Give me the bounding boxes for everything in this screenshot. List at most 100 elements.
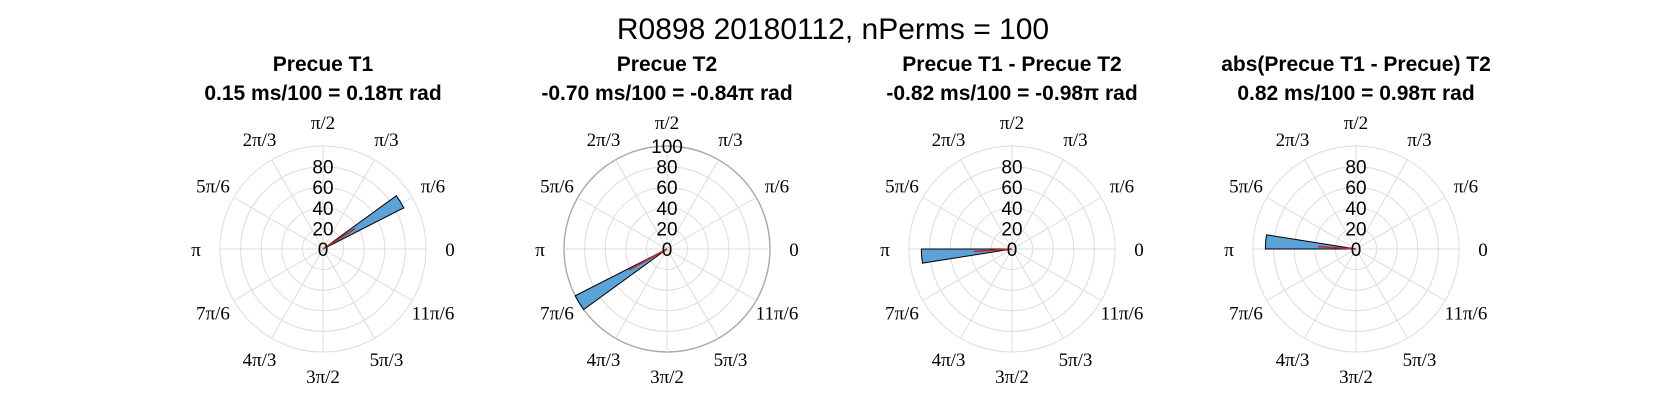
theta-tick-label: 0	[1134, 240, 1144, 261]
theta-tick-label: 5π/3	[370, 350, 404, 371]
plot-title: Precue T2	[617, 53, 717, 76]
polar-plot-4: abs(Precue T1 - Precue) T2 0.82 ms/100 = …	[1221, 53, 1491, 388]
r-tick-label: 20	[1345, 219, 1366, 240]
theta-tick-label: 2π/3	[243, 130, 277, 151]
r-tick-label: 0	[318, 240, 329, 261]
theta-tick-label: 2π/3	[587, 130, 621, 151]
theta-tick-label: 11π/6	[1101, 304, 1144, 325]
theta-tick-label: 11π/6	[756, 304, 799, 325]
theta-tick-label: π/3	[1063, 130, 1087, 151]
plot-subtitle: 0.82 ms/100 = 0.98π rad	[1237, 82, 1474, 105]
grid-spoke	[1355, 248, 1408, 339]
r-tick-label: 60	[312, 178, 333, 199]
r-tick-label: 80	[1001, 158, 1022, 179]
grid-spoke	[322, 159, 375, 250]
r-tick-label: 0	[662, 240, 673, 261]
mean-direction-line	[973, 248, 1013, 253]
theta-tick-label: π	[535, 240, 545, 261]
grid-spoke	[271, 248, 324, 339]
r-tick-label: 80	[312, 158, 333, 179]
theta-tick-label: π/3	[718, 130, 742, 151]
theta-tick-label: 5π/6	[1229, 177, 1263, 198]
grid-spoke	[1266, 248, 1357, 301]
theta-tick-label: 2π/3	[1276, 130, 1310, 151]
r-tick-label: 40	[312, 199, 333, 220]
plot-subtitle: -0.82 ms/100 = -0.98π rad	[886, 82, 1137, 105]
theta-tick-label: 5π/6	[885, 177, 919, 198]
grid-spoke	[666, 248, 757, 301]
polar-plot-3: Precue T1 - Precue T2 -0.82 ms/100 = -0.9…	[880, 53, 1144, 388]
r-tick-label: 0	[1007, 240, 1018, 261]
r-tick-label: 100	[651, 137, 683, 158]
theta-tick-label: 11π/6	[412, 304, 455, 325]
grid-spoke	[577, 197, 668, 250]
grid-spoke	[322, 248, 375, 339]
polar-plots: Precue T10.15 ms/100 = 0.18π rad02040608…	[191, 53, 1491, 388]
theta-tick-label: 5π/6	[196, 177, 230, 198]
theta-tick-label: π/3	[374, 130, 398, 151]
r-tick-label: 60	[1001, 178, 1022, 199]
histogram-bin	[1264, 234, 1357, 250]
theta-tick-label: π	[880, 240, 890, 261]
theta-tick-label: π/2	[311, 113, 335, 134]
theta-tick-label: 7π/6	[885, 304, 919, 325]
theta-tick-label: 4π/3	[1276, 350, 1310, 371]
r-tick-label: 40	[1001, 199, 1022, 220]
grid-spoke	[1011, 248, 1064, 339]
theta-tick-label: 3π/2	[650, 367, 684, 388]
grid-spoke	[615, 248, 668, 339]
mean-direction-line	[1317, 245, 1357, 250]
r-tick-label: 40	[1345, 199, 1366, 220]
theta-tick-label: 5π/6	[540, 177, 574, 198]
theta-tick-label: π/6	[421, 177, 445, 198]
figure-title: R0898 20180112, nPerms = 100	[617, 13, 1049, 46]
theta-tick-label: 7π/6	[1229, 304, 1263, 325]
polar-plot-2: Precue T2-0.70 ms/100 = -0.84π rad020406…	[535, 53, 799, 388]
grid-spoke	[1355, 248, 1446, 301]
theta-tick-label: π/2	[1000, 113, 1024, 134]
r-tick-label: 80	[656, 158, 677, 179]
theta-tick-label: 11π/6	[1445, 304, 1488, 325]
theta-tick-label: π/2	[655, 113, 679, 134]
grid-spoke	[1304, 248, 1357, 339]
theta-tick-label: 0	[789, 240, 799, 261]
theta-tick-label: π/6	[1110, 177, 1134, 198]
r-tick-label: 40	[656, 199, 677, 220]
theta-tick-label: 2π/3	[932, 130, 966, 151]
theta-tick-label: 7π/6	[540, 304, 574, 325]
theta-tick-label: 5π/3	[714, 350, 748, 371]
grid-spoke	[271, 159, 324, 250]
grid-spoke	[1304, 159, 1357, 250]
grid-spoke	[233, 248, 324, 301]
grid-spoke	[666, 248, 719, 339]
grid-spoke	[1011, 197, 1102, 250]
plot-subtitle: 0.15 ms/100 = 0.18π rad	[204, 82, 441, 105]
grid-spoke	[1011, 248, 1102, 301]
r-tick-label: 80	[1345, 158, 1366, 179]
histogram-bin	[920, 248, 1013, 264]
mean-direction-line	[628, 248, 668, 271]
theta-tick-label: π/6	[765, 177, 789, 198]
plot-title: Precue T1	[273, 53, 374, 76]
grid-spoke	[666, 197, 757, 250]
theta-tick-label: 0	[1478, 240, 1488, 261]
grid-spoke	[666, 159, 719, 250]
grid-spoke	[922, 248, 1013, 301]
grid-spoke	[615, 159, 668, 250]
theta-tick-label: 3π/2	[306, 367, 340, 388]
grid-spoke	[1266, 197, 1357, 250]
r-tick-label: 20	[1001, 219, 1022, 240]
histogram-bin	[574, 248, 668, 311]
theta-tick-label: π/3	[1407, 130, 1431, 151]
r-tick-label: 60	[1345, 178, 1366, 199]
grid-spoke	[960, 248, 1013, 339]
grid-spoke	[960, 159, 1013, 250]
theta-tick-label: 5π/3	[1403, 350, 1437, 371]
theta-tick-label: 3π/2	[995, 367, 1029, 388]
grid-spoke	[233, 197, 324, 250]
grid-spoke	[1355, 159, 1408, 250]
theta-tick-label: 4π/3	[243, 350, 277, 371]
grid-spoke	[922, 197, 1013, 250]
theta-tick-label: 0	[445, 240, 455, 261]
